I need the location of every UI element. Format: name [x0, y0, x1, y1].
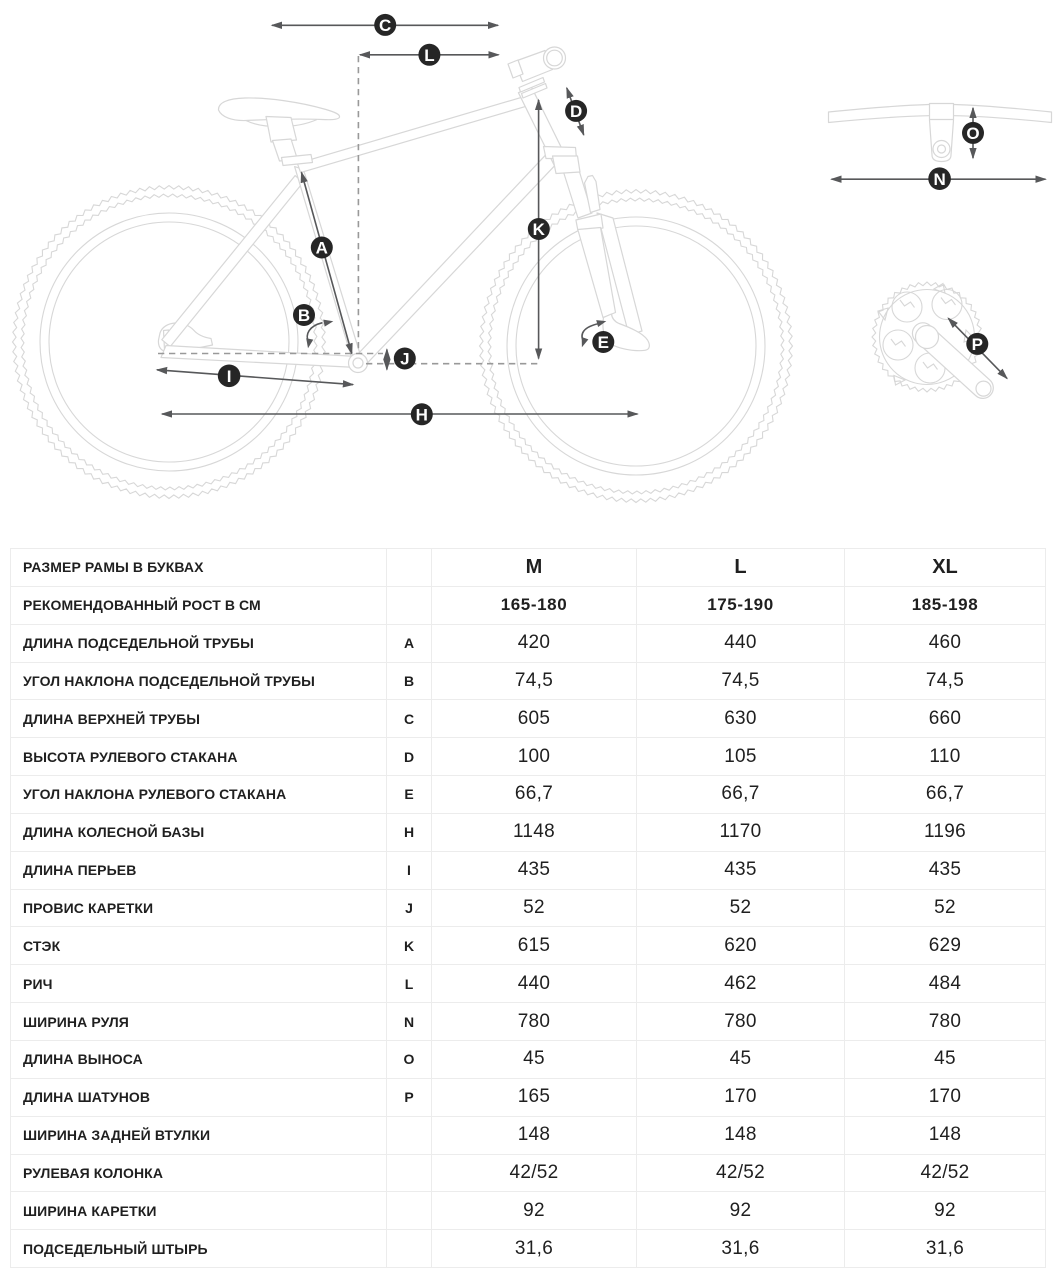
svg-text:L: L: [424, 46, 434, 65]
svg-text:A: A: [316, 239, 328, 258]
svg-text:E: E: [598, 333, 609, 352]
svg-text:B: B: [298, 306, 310, 325]
svg-text:O: O: [966, 124, 979, 143]
svg-text:J: J: [400, 350, 409, 369]
svg-text:H: H: [416, 406, 428, 425]
svg-text:D: D: [570, 102, 582, 121]
svg-text:N: N: [933, 170, 945, 189]
svg-text:I: I: [227, 367, 232, 386]
svg-text:C: C: [379, 16, 391, 35]
svg-text:K: K: [533, 220, 546, 239]
svg-text:P: P: [972, 335, 983, 354]
